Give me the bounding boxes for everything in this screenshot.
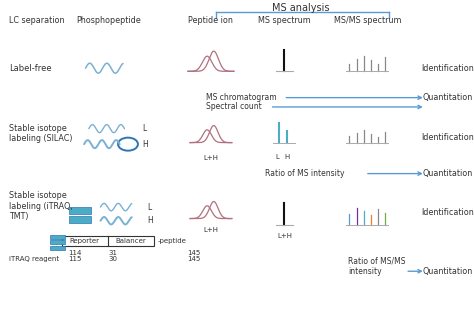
- Text: Quantitation: Quantitation: [423, 93, 473, 102]
- Text: L+H: L+H: [203, 155, 219, 161]
- Text: iTRAQ reagent: iTRAQ reagent: [9, 256, 60, 262]
- Text: Identification: Identification: [421, 208, 474, 217]
- Text: 114: 114: [68, 250, 81, 256]
- Text: LC separation: LC separation: [9, 16, 65, 25]
- Bar: [62, 236, 154, 246]
- Text: 145: 145: [188, 250, 201, 256]
- Bar: [69, 216, 91, 223]
- Text: Ratio of MS/MS
intensity: Ratio of MS/MS intensity: [348, 257, 406, 276]
- Text: L: L: [147, 202, 151, 212]
- Text: H: H: [142, 140, 148, 149]
- Text: MS spectrum: MS spectrum: [258, 16, 311, 25]
- Text: Ratio of MS intensity: Ratio of MS intensity: [265, 169, 345, 178]
- Bar: [50, 240, 65, 244]
- Text: Reporter: Reporter: [70, 238, 100, 244]
- Text: 115: 115: [68, 256, 81, 262]
- Text: Stable isotope
labeling (iTRAQ,
TMT): Stable isotope labeling (iTRAQ, TMT): [9, 191, 73, 221]
- Text: MS chromatogram: MS chromatogram: [206, 93, 277, 102]
- Text: Stable isotope
labeling (SILAC): Stable isotope labeling (SILAC): [9, 124, 73, 143]
- Text: Quantitation: Quantitation: [423, 267, 473, 276]
- Text: H: H: [147, 216, 153, 225]
- Text: -peptide: -peptide: [158, 238, 187, 244]
- Text: L: L: [275, 154, 279, 160]
- Text: Peptide ion: Peptide ion: [189, 16, 233, 25]
- Text: Label-free: Label-free: [9, 64, 52, 73]
- Text: L: L: [142, 124, 146, 133]
- Text: L+H: L+H: [203, 227, 219, 233]
- Text: Identification: Identification: [421, 64, 474, 73]
- Text: Balancer: Balancer: [116, 238, 146, 244]
- Bar: [50, 235, 65, 239]
- Text: MS/MS spectrum: MS/MS spectrum: [334, 16, 401, 25]
- Text: Spectral count: Spectral count: [206, 102, 262, 112]
- Text: 30: 30: [109, 256, 118, 262]
- Bar: [50, 246, 65, 250]
- Text: Phosphopeptide: Phosphopeptide: [76, 16, 141, 25]
- Text: Identification: Identification: [421, 133, 474, 143]
- Bar: [69, 207, 91, 214]
- Text: H: H: [284, 154, 290, 160]
- Text: 145: 145: [188, 256, 201, 262]
- Text: MS analysis: MS analysis: [272, 3, 330, 13]
- Text: 31: 31: [109, 250, 118, 256]
- Text: Quantitation: Quantitation: [423, 169, 473, 178]
- Text: L+H: L+H: [277, 233, 292, 239]
